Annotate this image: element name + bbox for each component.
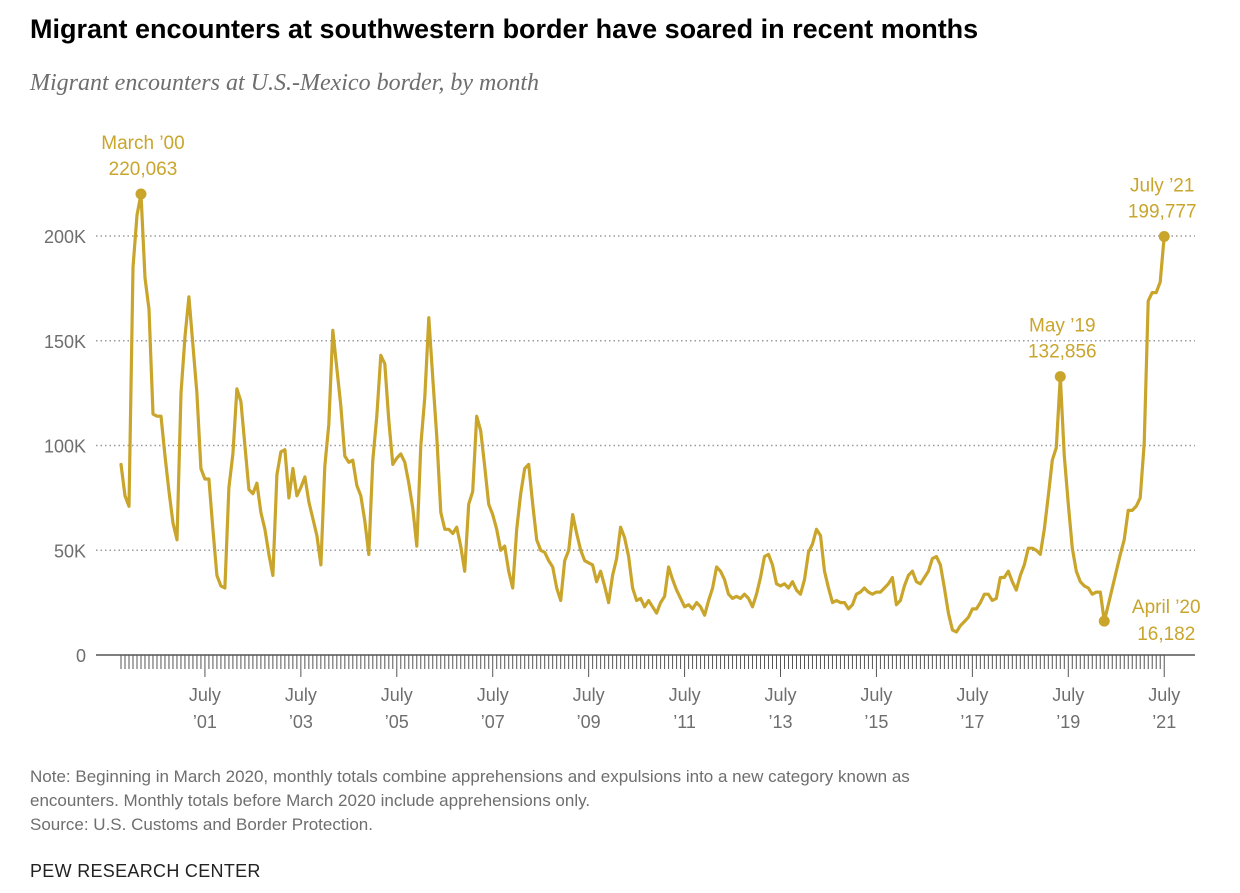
brand-logo-text: PEW RESEARCH CENTER [30,861,261,881]
annotation-value: 132,856 [1028,342,1097,363]
x-tick-label: July [573,685,605,705]
source-line: Source: U.S. Customs and Border Protecti… [30,815,373,834]
gridlines [96,235,1195,551]
series-line [119,192,1166,634]
series-encounters [119,192,1166,634]
x-tick-label: ’19 [1056,712,1080,732]
x-tick-label: July [669,685,701,705]
annotation-label: March ’00 [101,133,184,154]
x-tick-label: ’01 [193,712,217,732]
x-tick-label: ’05 [385,712,409,732]
x-tick-label: July [189,685,221,705]
note-line: Note: Beginning in March 2020, monthly t… [30,767,910,786]
x-axis-labels: July ’01 July ’03 July ’05 July ’07 July ’09 July ’… [189,685,1180,732]
x-tick-label: ’07 [481,712,505,732]
y-tick-label: 50K [54,541,86,561]
x-tick-label: ’09 [577,712,601,732]
note-line: encounters. Monthly totals before March … [30,791,591,810]
x-tick-label: ’15 [864,712,888,732]
x-tick-label: July [1052,685,1084,705]
y-tick-label: 0 [76,646,86,666]
y-axis-labels: 0 50K 100K 150K 200K [44,227,86,666]
annotation-label: April ’20 [1132,597,1201,618]
x-tick-label: July [381,685,413,705]
x-tick-label: July [285,685,317,705]
annotation-value: 16,182 [1137,624,1195,645]
annotation-label: May ’19 [1029,316,1096,337]
chart-subtitle: Migrant encounters at U.S.-Mexico border… [30,70,540,96]
annotation-dot [1098,615,1110,627]
annotations: March ’00 220,063 May ’19 132,856 April ’20 1… [101,133,1200,645]
annotation-value: 220,063 [109,159,178,180]
x-tick-label: July [477,685,509,705]
x-tick-label: ’17 [960,712,984,732]
annotation-dot [1158,230,1170,242]
x-tick-label: July [764,685,796,705]
y-tick-label: 100K [44,437,86,457]
y-tick-label: 200K [44,227,86,247]
x-tick-label: July [956,685,988,705]
x-tick-label: ’03 [289,712,313,732]
x-tick-label: July [1148,685,1180,705]
annotation-value: 199,777 [1128,201,1197,222]
x-tick-label: July [860,685,892,705]
x-tick-label: ’13 [768,712,792,732]
x-axis [96,654,1195,677]
x-tick-label: ’21 [1152,712,1176,732]
chart-note: Note: Beginning in March 2020, monthly t… [30,765,1210,837]
y-tick-label: 150K [44,332,86,352]
annotation-dot [1054,371,1066,383]
annotation-label: July ’21 [1130,175,1194,196]
chart-title: Migrant encounters at southwestern borde… [30,14,979,44]
annotation-dot [135,188,147,200]
x-tick-label: ’11 [673,712,696,732]
